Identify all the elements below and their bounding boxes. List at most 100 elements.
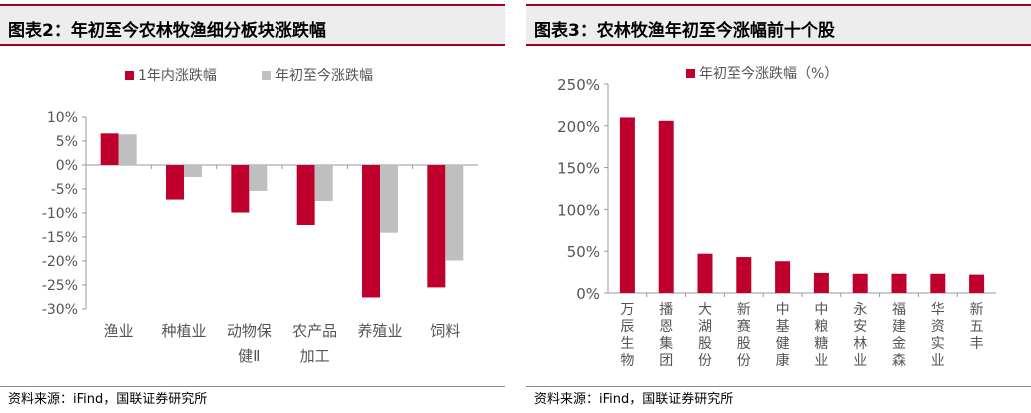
- x-tick-label: 物: [620, 353, 634, 369]
- y-tick-label: 100%: [557, 201, 600, 219]
- x-tick-label: 份: [698, 353, 712, 369]
- y-tick-label: 0%: [56, 158, 78, 174]
- y-tick-label: 50%: [567, 243, 600, 261]
- x-tick-label: 恩: [659, 319, 673, 335]
- x-tick-label: 赛: [737, 319, 751, 335]
- legend-label: 年初至今涨跌幅（%）: [699, 65, 838, 82]
- bar: [969, 274, 985, 293]
- x-tick-label: 糖: [814, 336, 828, 352]
- x-tick-label: 福: [892, 302, 906, 318]
- bar: [380, 165, 398, 233]
- y-tick-label: -5%: [51, 182, 78, 198]
- x-tick-label: 加工: [300, 347, 330, 365]
- x-tick-label: 业: [853, 353, 867, 369]
- x-tick-label: 实: [931, 336, 945, 352]
- legend-swatch: [686, 69, 695, 78]
- bar: [231, 165, 250, 213]
- bar: [891, 273, 907, 293]
- bar: [658, 120, 674, 293]
- left-title-bar: 图表2：年初至今农林牧渔细分板块涨跌幅: [0, 4, 505, 46]
- x-tick-label: 金: [892, 336, 906, 352]
- x-tick-label: 大: [698, 302, 712, 318]
- x-tick-label: 安: [853, 319, 867, 335]
- x-tick-label: 林: [853, 336, 867, 352]
- x-tick-label: 健Ⅱ: [238, 347, 260, 365]
- x-tick-label: 永: [853, 302, 867, 318]
- x-tick-label: 健: [776, 336, 790, 352]
- x-tick-label: 业: [931, 353, 945, 369]
- legend-swatch: [125, 71, 134, 80]
- y-tick-label: -30%: [42, 302, 78, 318]
- bar: [362, 165, 380, 298]
- left-chart-title: 图表2：年初至今农林牧渔细分板块涨跌幅: [8, 21, 326, 41]
- right-title-bar: 图表3：农林牧渔年初至今涨幅前十个股: [526, 4, 1031, 46]
- y-tick-label: -25%: [42, 278, 78, 294]
- bar: [100, 133, 119, 165]
- x-tick-label: 华: [931, 302, 945, 318]
- y-tick-label: -15%: [42, 230, 78, 246]
- bar: [296, 165, 315, 225]
- x-tick-label: 股: [698, 336, 712, 352]
- x-tick-label: 渔业: [104, 322, 134, 340]
- legend-label: 年初至今涨跌幅: [275, 67, 373, 84]
- bar: [619, 117, 635, 293]
- bar: [697, 253, 713, 293]
- x-tick-label: 养殖业: [357, 322, 402, 340]
- x-tick-label: 粮: [814, 319, 828, 335]
- bar: [736, 257, 752, 293]
- x-tick-label: 股: [737, 336, 751, 352]
- x-tick-label: 新: [970, 302, 984, 318]
- y-tick-label: 150%: [557, 160, 600, 178]
- y-tick-label: -20%: [42, 254, 78, 270]
- x-tick-label: 万: [620, 302, 634, 318]
- x-tick-label: 辰: [620, 319, 634, 335]
- x-tick-label: 康: [776, 352, 790, 369]
- y-tick-label: 250%: [557, 76, 600, 94]
- x-tick-label: 集: [659, 335, 673, 352]
- x-tick-label: 资: [931, 319, 945, 335]
- x-tick-label: 份: [737, 353, 751, 369]
- left-bar-chart: 1年内涨跌幅 年初至今涨跌幅 10% 5% 0% -5% -10% -15% -20% -25% -…: [42, 67, 478, 365]
- x-tick-label: 动物保: [227, 322, 272, 340]
- bar: [775, 261, 791, 293]
- bar: [166, 165, 184, 200]
- x-tick-label: 农产品: [292, 322, 337, 340]
- x-tick-label: 五: [970, 319, 984, 335]
- legend-label: 1年内涨跌幅: [138, 68, 217, 84]
- legend-swatch: [262, 71, 271, 80]
- x-tick-label: 中: [814, 302, 828, 318]
- left-source-note: 资料来源：iFind，国联证券研究所: [8, 392, 208, 407]
- x-tick-label: 中: [776, 302, 790, 318]
- bar: [427, 165, 446, 288]
- right-source-note: 资料来源：iFind，国联证券研究所: [534, 392, 734, 407]
- bar: [930, 273, 946, 293]
- y-tick-label: 10%: [47, 110, 78, 126]
- x-tick-label: 生: [620, 336, 634, 352]
- right-chart-title: 图表3：农林牧渔年初至今涨幅前十个股: [534, 21, 835, 41]
- x-tick-label: 基: [776, 318, 790, 335]
- x-tick-label: 新: [737, 302, 751, 318]
- x-tick-label: 播: [659, 302, 673, 318]
- right-chart-panel: 图表3：农林牧渔年初至今涨幅前十个股 年初至今涨跌幅（%） 250% 200% 150…: [526, 0, 1031, 413]
- left-chart-panel: 图表2：年初至今农林牧渔细分板块涨跌幅 1年内涨跌幅 年初至今涨跌幅 10% 5% 0%…: [0, 0, 505, 413]
- x-tick-label: 业: [814, 353, 828, 369]
- x-tick-label: 团: [659, 353, 673, 369]
- left-source-rule: [0, 386, 505, 387]
- bar: [249, 165, 268, 191]
- bar: [445, 165, 464, 261]
- y-tick-label: 5%: [56, 134, 78, 150]
- y-tick-label: -10%: [42, 206, 78, 222]
- x-tick-label: 饲料: [430, 322, 460, 340]
- bar: [184, 165, 202, 177]
- bar: [314, 165, 333, 201]
- x-tick-label: 丰: [970, 336, 984, 352]
- bar: [813, 272, 829, 293]
- right-source-rule: [526, 386, 1031, 387]
- x-tick-label: 建: [892, 319, 906, 335]
- y-tick-label: 200%: [557, 118, 600, 136]
- x-tick-label: 湖: [698, 319, 712, 335]
- x-tick-label: 种植业: [161, 322, 206, 340]
- bar: [852, 273, 868, 293]
- x-tick-label: 森: [892, 353, 906, 369]
